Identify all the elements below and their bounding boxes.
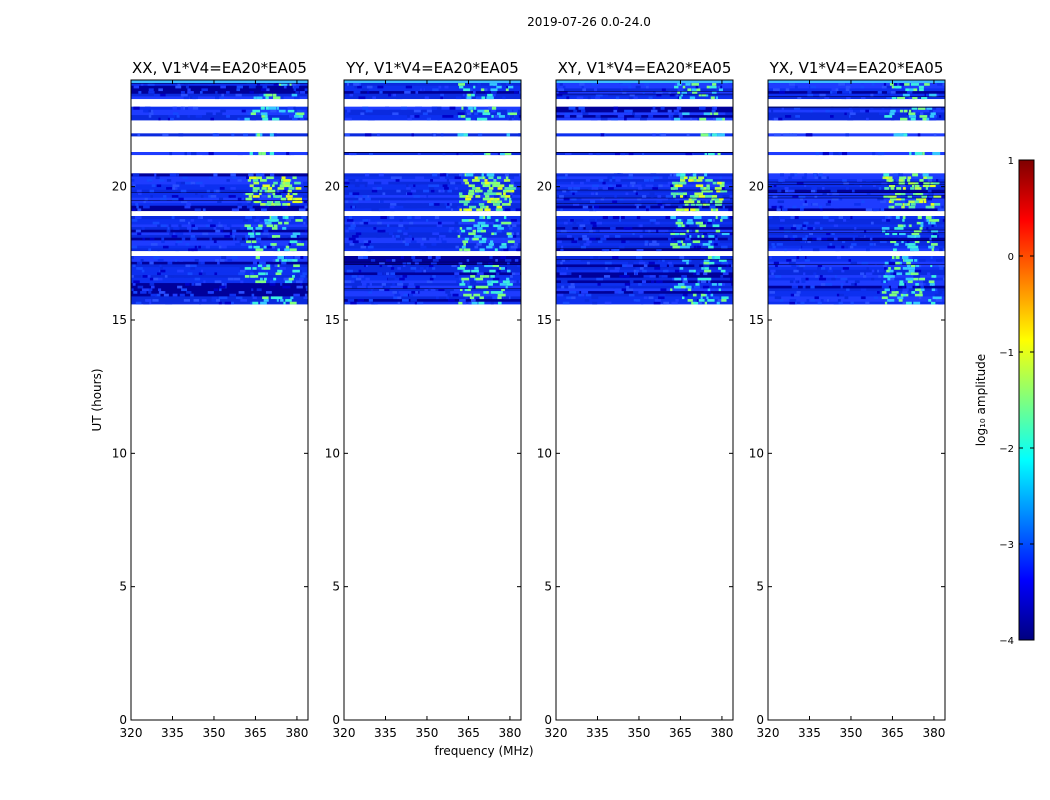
y-tick-label: 5 — [119, 580, 127, 594]
y-axis-label: UT (hours) — [90, 368, 104, 431]
y-tick-label: 10 — [749, 446, 764, 460]
x-tick-label: 350 — [203, 726, 226, 740]
y-tick-label: 15 — [325, 313, 340, 327]
y-tick-label: 0 — [544, 713, 552, 727]
panel-yy: YY, V1*V4=EA20*EA05 320 335 350 365 380 0 5 10 15… — [325, 59, 522, 740]
x-tick-label: 320 — [545, 726, 568, 740]
figure-suptitle: 2019-07-26 0.0-24.0 — [527, 15, 651, 29]
y-tick-label: 10 — [537, 446, 552, 460]
x-axis-label: frequency (MHz) — [434, 744, 533, 758]
y-tick-label: 0 — [756, 713, 764, 727]
x-tick-label: 350 — [628, 726, 651, 740]
y-tick-label: 20 — [537, 180, 552, 194]
x-tick-label: 380 — [710, 726, 733, 740]
x-tick-label: 320 — [333, 726, 356, 740]
y-tick-label: 5 — [544, 580, 552, 594]
colorbar-tick-label: −2 — [999, 444, 1014, 455]
y-tick-label: 20 — [749, 180, 764, 194]
panel-heatmap — [344, 80, 521, 305]
panel-frame — [767, 79, 946, 721]
panel-frame — [343, 79, 522, 721]
x-tick-label: 350 — [840, 726, 863, 740]
y-tick-label: 20 — [112, 180, 127, 194]
colorbar-tick-label: −4 — [999, 636, 1014, 647]
colorbar-tick-label: −3 — [999, 540, 1014, 551]
colorbar: −4 −3 −2 −1 0 1 log₁₀ amplitude — [974, 156, 1035, 647]
panel-heatmap — [131, 80, 308, 305]
x-tick-label: 335 — [586, 726, 609, 740]
panel-title: XY, V1*V4=EA20*EA05 — [558, 59, 732, 77]
y-tick-label: 15 — [112, 313, 127, 327]
colorbar-tick-label: 1 — [1008, 156, 1014, 167]
y-tick-label: 0 — [332, 713, 340, 727]
x-tick-label: 335 — [798, 726, 821, 740]
panel-xx: XX, V1*V4=EA20*EA05 320 335 350 365 380 0 5 10 15… — [112, 59, 309, 740]
colorbar-frame — [1018, 159, 1035, 641]
x-tick-label: 380 — [498, 726, 521, 740]
x-tick-label: 380 — [922, 726, 945, 740]
y-tick-label: 15 — [537, 313, 552, 327]
panel-heatmap — [556, 80, 733, 305]
x-tick-label: 380 — [285, 726, 308, 740]
x-tick-label: 365 — [457, 726, 480, 740]
x-tick-label: 365 — [881, 726, 904, 740]
y-tick-label: 15 — [749, 313, 764, 327]
panel-xy: XY, V1*V4=EA20*EA05 320 335 350 365 380 0 5 10 15… — [537, 59, 734, 740]
x-tick-label: 365 — [244, 726, 267, 740]
y-tick-label: 10 — [325, 446, 340, 460]
y-tick-label: 0 — [119, 713, 127, 727]
x-tick-label: 365 — [669, 726, 692, 740]
y-tick-label: 5 — [756, 580, 764, 594]
y-tick-label: 5 — [332, 580, 340, 594]
panel-title: XX, V1*V4=EA20*EA05 — [132, 59, 307, 77]
colorbar-gradient — [1019, 160, 1034, 640]
panel-frame — [130, 79, 309, 721]
x-tick-label: 320 — [120, 726, 143, 740]
x-tick-label: 350 — [416, 726, 439, 740]
colorbar-label: log₁₀ amplitude — [974, 354, 988, 446]
panel-title: YX, V1*V4=EA20*EA05 — [769, 59, 944, 77]
colorbar-tick-label: −1 — [999, 348, 1014, 359]
y-tick-label: 20 — [325, 180, 340, 194]
colorbar-tick-label: 0 — [1008, 252, 1014, 263]
x-tick-label: 320 — [757, 726, 780, 740]
y-tick-label: 10 — [112, 446, 127, 460]
panel-heatmap — [768, 80, 945, 305]
x-tick-label: 335 — [161, 726, 184, 740]
panel-title: YY, V1*V4=EA20*EA05 — [345, 59, 519, 77]
panel-yx: YX, V1*V4=EA20*EA05 320 335 350 365 380 0 5 10 15… — [749, 59, 946, 740]
x-tick-label: 335 — [374, 726, 397, 740]
panel-frame — [555, 79, 734, 721]
